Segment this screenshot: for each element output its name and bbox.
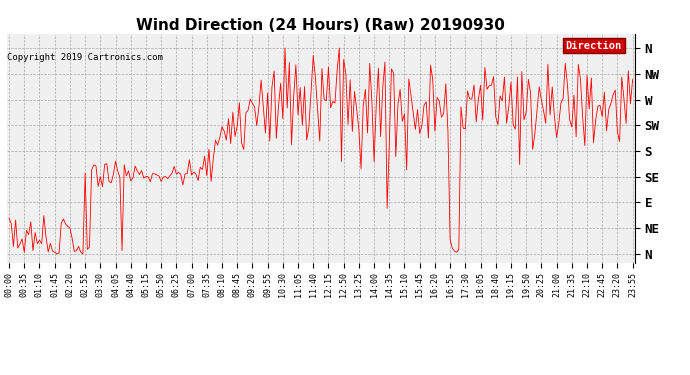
Text: Direction: Direction: [566, 40, 622, 51]
Text: Copyright 2019 Cartronics.com: Copyright 2019 Cartronics.com: [7, 53, 163, 62]
Title: Wind Direction (24 Hours) (Raw) 20190930: Wind Direction (24 Hours) (Raw) 20190930: [137, 18, 505, 33]
